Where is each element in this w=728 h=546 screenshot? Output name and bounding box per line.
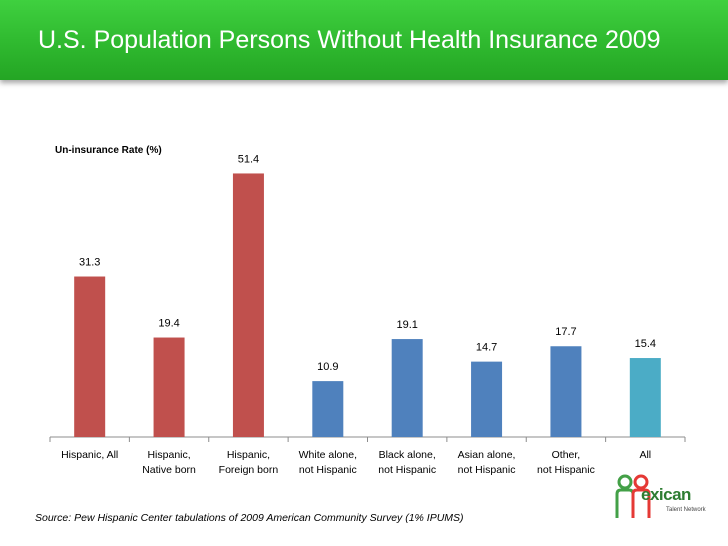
data-label: 19.1 (396, 319, 417, 331)
bar (74, 276, 106, 437)
category-label-line: Hispanic, (227, 449, 270, 461)
source-note: Source: Pew Hispanic Center tabulations … (35, 512, 464, 524)
category-label: Hispanic, Native born (142, 449, 196, 476)
category-label-line: All (639, 449, 651, 461)
category-label-line: Foreign born (219, 464, 279, 476)
category-label-line: Hispanic, (147, 449, 190, 461)
slide-title: U.S. Population Persons Without Health I… (38, 26, 661, 54)
bar (391, 339, 423, 437)
category-label-line: Native born (142, 464, 196, 476)
category-label: Hispanic, Foreign born (219, 449, 279, 476)
data-label: 15.4 (635, 338, 656, 350)
bar (629, 358, 661, 437)
data-label: 10.9 (317, 361, 338, 373)
category-label-line: not Hispanic (378, 464, 436, 476)
category-label: Other, not Hispanic (537, 449, 595, 476)
category-label-line: White alone, (299, 449, 357, 461)
y-axis-label: Un-insurance Rate (%) (55, 145, 162, 156)
category-label: White alone, not Hispanic (299, 449, 357, 476)
category-label-line: Hispanic, All (61, 449, 118, 461)
data-label: 17.7 (555, 326, 576, 338)
bar (471, 361, 503, 437)
category-label-line: not Hispanic (299, 464, 357, 476)
data-label: 19.4 (158, 318, 179, 330)
data-label: 31.3 (79, 257, 100, 269)
category-label-line: not Hispanic (458, 464, 516, 476)
bar (153, 337, 185, 437)
category-label-line: Asian alone, (458, 449, 516, 461)
category-label: Black alone, not Hispanic (378, 449, 436, 476)
category-label: Hispanic, All (61, 449, 118, 461)
data-label: 51.4 (238, 153, 259, 165)
category-label-line: Other, (552, 449, 581, 461)
logo-wordmark: exican (641, 485, 691, 504)
category-label: All (639, 449, 651, 461)
bar (550, 346, 582, 437)
data-label: 14.7 (476, 342, 497, 354)
title-bar: U.S. Population Persons Without Health I… (0, 0, 728, 80)
mexican-talent-network-logo (615, 474, 651, 518)
category-label: Asian alone, not Hispanic (458, 449, 516, 476)
bar (232, 173, 264, 437)
category-label-line: Black alone, (379, 449, 436, 461)
category-label-line: not Hispanic (537, 464, 595, 476)
logo-subtitle: Talent Network (666, 507, 706, 513)
bar (312, 381, 344, 437)
